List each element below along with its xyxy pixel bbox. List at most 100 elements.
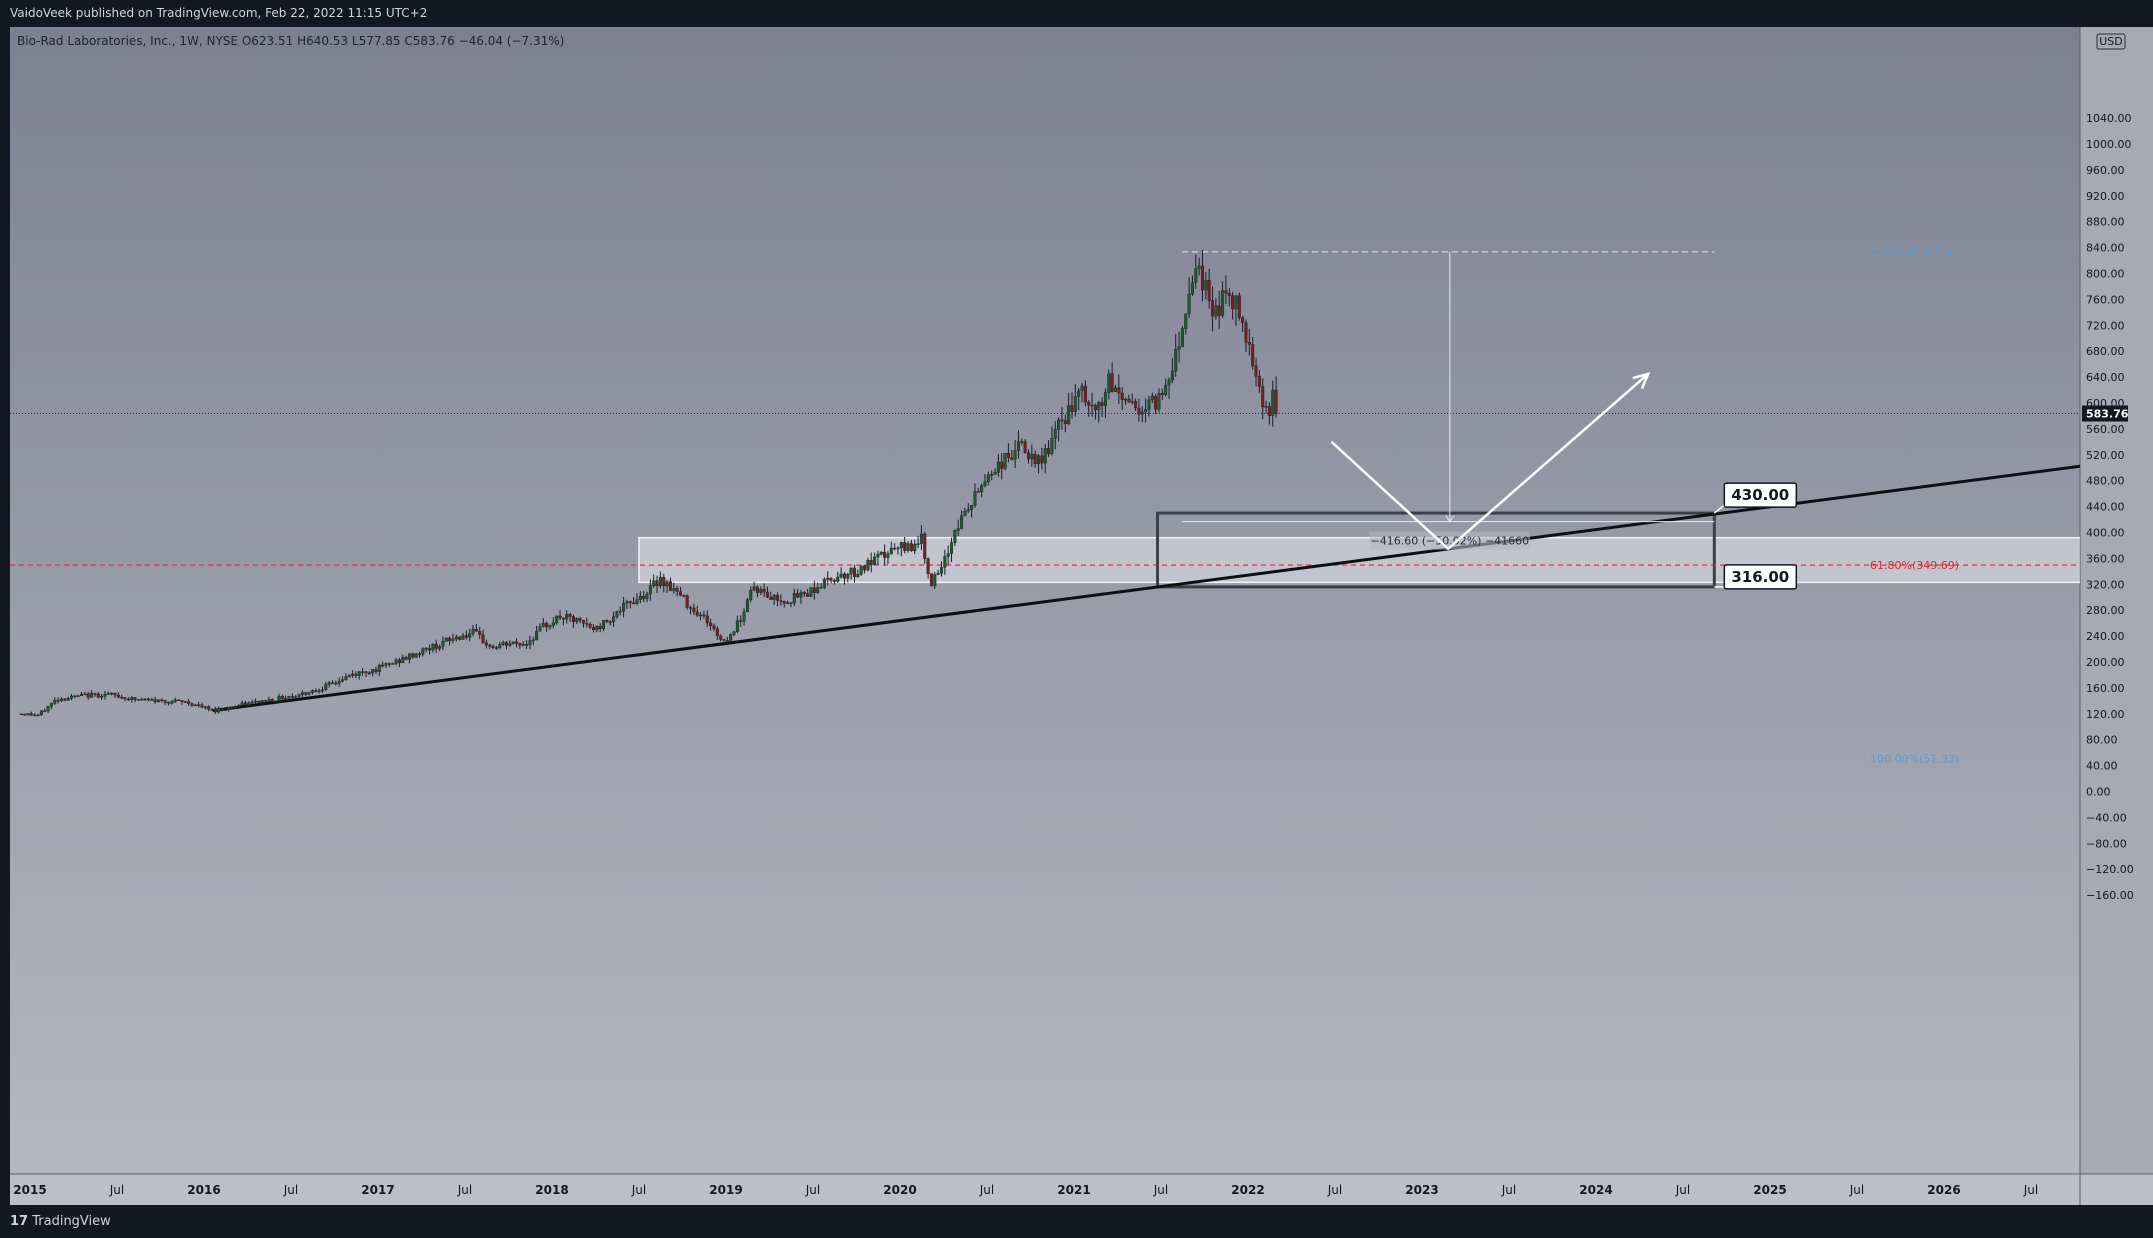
candle [1077, 388, 1081, 411]
candle-body [351, 673, 355, 676]
candle-body [541, 622, 545, 627]
candle [1070, 392, 1074, 419]
x-tick-label: 2018 [535, 1183, 568, 1197]
candle [983, 474, 987, 488]
candle-body [535, 630, 539, 641]
x-tick-label: 2023 [1405, 1183, 1438, 1197]
candle [130, 696, 134, 703]
candle-body [1000, 461, 1004, 469]
candle [1274, 376, 1278, 418]
candle-body [1026, 452, 1030, 460]
candle-body [568, 614, 572, 617]
candle [458, 636, 462, 641]
candle [752, 581, 756, 591]
candle-body [903, 542, 907, 551]
candle [896, 546, 900, 555]
y-tick-label: 0.00 [2086, 786, 2111, 799]
candle-body [120, 696, 124, 699]
candle [381, 661, 385, 668]
candle-body [36, 714, 40, 717]
candle-body [257, 700, 261, 703]
candle-body [377, 664, 381, 672]
candle-body [1184, 313, 1188, 329]
x-tick-label: 2022 [1231, 1183, 1264, 1197]
candle-body [725, 640, 729, 642]
candle-body [1274, 389, 1278, 414]
candle [762, 583, 766, 597]
candle-body [337, 680, 341, 684]
candle [1271, 380, 1275, 427]
candle-body [297, 694, 301, 697]
candle-body [1204, 280, 1208, 291]
time-axis[interactable]: 2015 Jul 2016 Jul 2017 Jul 2018 Jul 2019 Jul 2020 J… [13, 1183, 2038, 1197]
candle [417, 651, 421, 658]
y-tick-label: 200.00 [2086, 656, 2125, 669]
candle-body [1033, 453, 1037, 464]
candle [197, 701, 201, 708]
scenario-arrowhead-icon [1632, 371, 1651, 390]
candle-body [364, 671, 368, 674]
candle [90, 690, 94, 698]
currency-badge[interactable]: USD [2096, 33, 2126, 50]
candle [1003, 452, 1007, 471]
candle-body [481, 634, 485, 644]
candle-body [39, 710, 43, 716]
candle [347, 673, 351, 678]
candle [933, 572, 937, 590]
candle [441, 636, 445, 651]
candle [1211, 286, 1215, 332]
candle [782, 600, 786, 608]
candle [1090, 392, 1094, 417]
candle [207, 705, 211, 712]
candle-body [732, 631, 736, 635]
candle [76, 694, 80, 697]
candle [1137, 398, 1141, 422]
candle [628, 600, 632, 609]
candle [725, 636, 729, 646]
candle-body [56, 699, 60, 702]
candle [929, 573, 933, 587]
candle-body [1214, 305, 1218, 317]
candle [1144, 398, 1148, 423]
candle-body [602, 620, 606, 630]
candle-body [886, 553, 890, 558]
candles [19, 250, 1278, 717]
candle-body [384, 663, 388, 666]
price-axis[interactable]: 1040.00 1000.00 960.00 920.00 880.00 840.00 80… [2082, 112, 2134, 902]
candle [294, 695, 298, 698]
candle-body [19, 713, 23, 715]
candle-body [431, 643, 435, 651]
candle [210, 708, 214, 711]
candle-body [1251, 344, 1255, 366]
candle-body [769, 596, 773, 600]
candle [454, 634, 458, 642]
candle [665, 579, 669, 593]
candle-body [1160, 393, 1164, 396]
candle [829, 577, 833, 584]
fib-level-label: 100.00%(51.33) [1870, 752, 1959, 765]
candle-body [943, 556, 947, 568]
candle [260, 699, 264, 706]
candle [1187, 277, 1191, 319]
candle-body [254, 700, 258, 703]
candle [511, 641, 515, 645]
candle [213, 706, 217, 715]
candle [712, 623, 716, 632]
candle [438, 644, 442, 652]
candle [585, 617, 589, 628]
candle-body [755, 586, 759, 593]
candle-body [551, 622, 555, 626]
candle [230, 706, 234, 710]
y-tick-label: −120.00 [2086, 863, 2134, 876]
candle-body [558, 615, 562, 619]
price-chart[interactable]: −416.60 (−50.02%) −41660 0.00%(833.33) 61… [0, 27, 2153, 1205]
candle-body [1117, 387, 1121, 394]
candle [277, 693, 281, 702]
candle [558, 609, 562, 620]
candle-body [46, 706, 50, 712]
candle-body [190, 703, 194, 706]
candle-body [839, 573, 843, 578]
candle-body [310, 690, 314, 693]
candle [561, 617, 565, 626]
candle [317, 688, 321, 694]
